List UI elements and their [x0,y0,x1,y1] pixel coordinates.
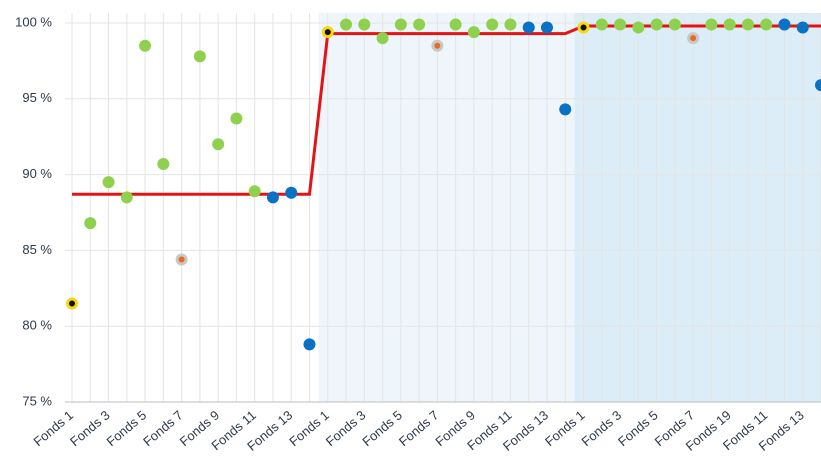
point [687,32,700,45]
point [413,18,426,31]
point [376,32,389,45]
point [303,338,316,351]
y-tick-label: 80 % [22,318,52,333]
plot [65,13,821,403]
point [668,18,681,31]
point [778,18,791,31]
x-tick-label: Fonds 3 [579,407,625,449]
x-tick-label: Fonds 5 [615,407,661,449]
point [595,18,608,31]
point [84,217,97,230]
x-tick-label: Fonds 5 [359,407,405,449]
point [577,21,590,34]
point [358,18,371,31]
step-line [72,24,821,196]
point [504,18,517,31]
point [285,186,298,199]
point [796,21,809,34]
point [66,297,78,310]
x-tick-label: Fonds 3 [323,407,369,449]
point [266,191,279,204]
point [120,191,133,204]
point [431,39,444,52]
x-tick-label: Fonds 7 [396,407,442,449]
point [486,18,499,31]
point [394,18,407,31]
x-tick-label: Fonds 7 [140,407,186,449]
y-tick-label: 85 % [22,242,52,257]
y-tick-label: 100 % [15,14,52,29]
point [760,18,773,31]
point [175,253,188,266]
point [467,26,480,39]
band [318,13,575,402]
point [248,185,261,198]
point [102,176,115,189]
x-tick-label: Fonds 1 [542,407,588,449]
point [193,50,206,63]
point [321,26,334,39]
point [614,18,627,31]
point [540,21,553,34]
point [522,21,535,34]
point [157,157,170,170]
x-tick-label: Fonds 1 [286,407,332,449]
x-tick-label: Fonds 1 [31,407,77,449]
y-tick-label: 95 % [22,90,52,105]
point [449,18,462,31]
point [815,79,821,92]
band [574,13,821,402]
point [741,18,754,31]
point [340,18,353,31]
point [632,21,645,34]
point [212,138,225,151]
point [230,112,243,125]
x-tick-label: Fonds 3 [67,407,113,449]
point [705,18,718,31]
x-tick-label: Fonds 5 [104,407,150,449]
point [559,103,572,116]
y-tick-label: 75 % [22,393,52,408]
point [139,39,152,52]
point [650,18,663,31]
point [723,18,736,31]
y-tick-label: 90 % [22,166,52,181]
